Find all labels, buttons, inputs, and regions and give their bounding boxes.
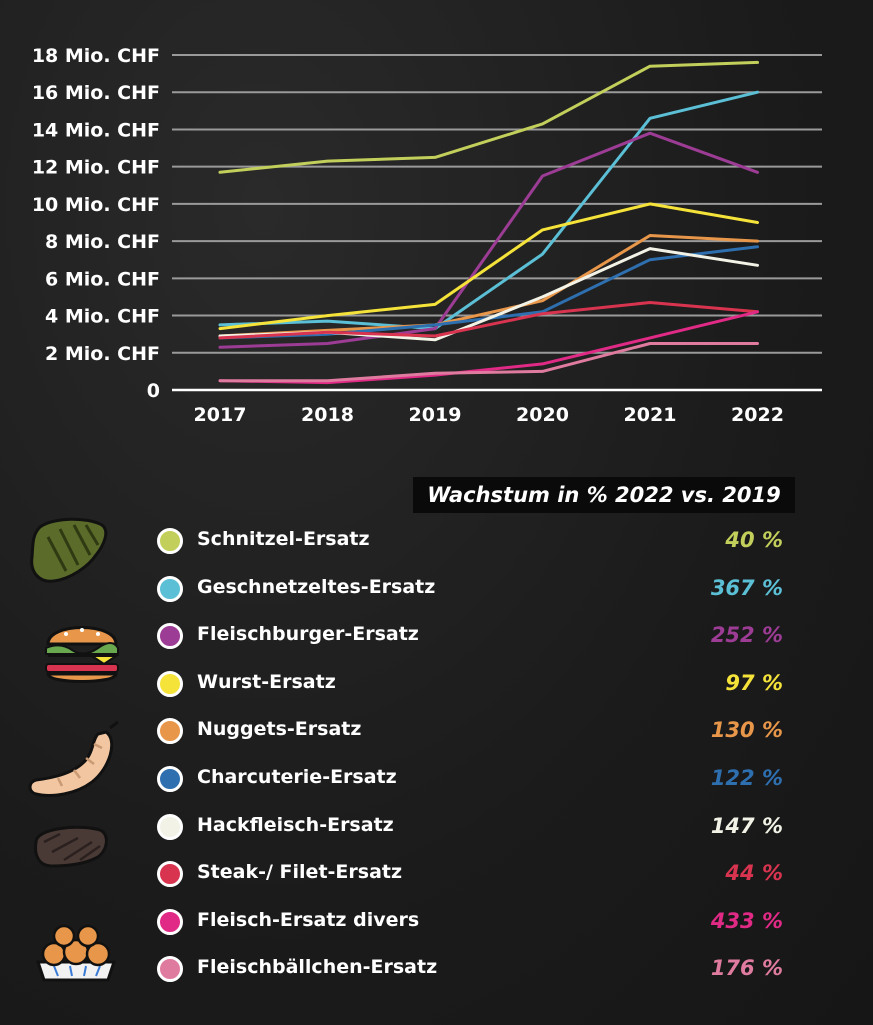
legend-label: Wurst-Ersatz [197,670,336,693]
x-tick-label: 2021 [624,404,677,426]
legend-label: Nuggets-Ersatz [197,718,362,741]
legend-item-schnitzel: Schnitzel-Ersatz 40 % [155,522,795,570]
legend-dot [157,765,183,792]
legend-dot [157,528,183,554]
series-line [218,310,759,385]
y-tick-label: 6 Mio. CHF [45,268,160,290]
legend-label: Fleischbällchen-Ersatz [197,956,438,979]
legend-dot [157,813,183,840]
y-tick-label: 4 Mio. CHF [45,306,160,328]
legend-growth-value: 176 % [710,956,783,981]
series-line [218,301,759,340]
steak-icon [34,825,108,868]
growth-header-text: Wachstum in % 2022 vs. 2019 [427,483,781,507]
series-line [218,60,759,174]
legend-growth-value: 252 % [710,623,783,648]
legend-item-hackfleisch: Hackfleisch-Ersatz 147 % [155,808,795,856]
grid [172,54,822,392]
legend-dot [157,908,183,935]
legend-label: Geschnetzeltes-Ersatz [197,575,436,598]
legend-label: Schnitzel-Ersatz [197,528,370,550]
legend-growth-value: 122 % [710,765,783,790]
series-line [218,234,759,338]
x-tick-label: 2017 [194,404,247,426]
x-tick-label: 2022 [731,404,784,426]
legend-label: Steak-/ Filet-Ersatz [197,861,403,884]
legend-item-steak-filet: Steak-/ Filet-Ersatz 44 % [155,855,795,903]
x-axis-ticks: 2017 2018 2019 2020 2021 2022 [194,404,784,426]
legend-dot [157,718,183,745]
y-tick-label: 2 Mio. CHF [45,343,160,365]
legend-label: Hackfleisch-Ersatz [197,813,394,836]
legend-label: Fleischburger-Ersatz [197,623,419,646]
y-tick-label: 16 Mio. CHF [32,82,160,104]
legend-growth-value: 147 % [710,813,783,838]
x-tick-label: 2019 [409,404,462,426]
legend-growth-value: 44 % [725,861,783,886]
y-tick-label: 14 Mio. CHF [32,119,160,141]
meatballs-icon [35,924,117,982]
series-lines [218,60,759,385]
legend-label: Charcuterie-Ersatz [197,765,397,788]
y-tick-label: 0 [147,380,160,402]
legend-dot [157,575,183,602]
series-line [218,131,759,349]
legend-item-geschnetzeltes: Geschnetzeltes-Ersatz 367 % [155,570,795,618]
legend-item-fleischburger: Fleischburger-Ersatz 252 % [155,617,795,665]
legend-growth-value: 130 % [710,718,783,743]
y-tick-label: 18 Mio. CHF [32,45,160,67]
schnitzel-icon [30,517,108,583]
legend-label: Fleisch-Ersatz divers [197,908,420,931]
legend-growth-value: 40 % [725,528,783,552]
legend: Schnitzel-Ersatz 40 % Geschnetzeltes-Ers… [155,522,795,998]
legend-dot [157,861,183,888]
series-line [218,202,759,331]
sausage-icon [28,720,119,797]
growth-header: Wachstum in % 2022 vs. 2019 [413,477,795,513]
line-chart: 0 2 Mio. CHF 4 Mio. CHF 6 Mio. CHF 8 Mio. CH… [32,45,822,426]
series-line [218,342,759,383]
y-tick-label: 10 Mio. CHF [32,194,160,216]
x-tick-label: 2018 [301,404,354,426]
legend-item-wurst: Wurst-Ersatz 97 % [155,665,795,713]
y-tick-label: 8 Mio. CHF [45,231,160,253]
legend-dot [157,623,183,650]
legend-item-fleischbaellchen: Fleischbällchen-Ersatz 176 % [155,950,795,998]
legend-growth-value: 97 % [725,670,783,695]
burger-icon [45,626,120,683]
y-axis-ticks: 0 2 Mio. CHF 4 Mio. CHF 6 Mio. CHF 8 Mio. CH… [32,45,160,402]
legend-item-divers: Fleisch-Ersatz divers 433 % [155,903,795,951]
legend-dot [157,956,183,983]
x-tick-label: 2020 [516,404,569,426]
legend-dot [157,670,183,697]
series-line [218,90,759,331]
legend-item-charcuterie: Charcuterie-Ersatz 122 % [155,760,795,808]
y-tick-label: 12 Mio. CHF [32,157,160,179]
legend-growth-value: 367 % [710,575,783,600]
legend-item-nuggets: Nuggets-Ersatz 130 % [155,712,795,760]
legend-growth-value: 433 % [710,908,783,933]
